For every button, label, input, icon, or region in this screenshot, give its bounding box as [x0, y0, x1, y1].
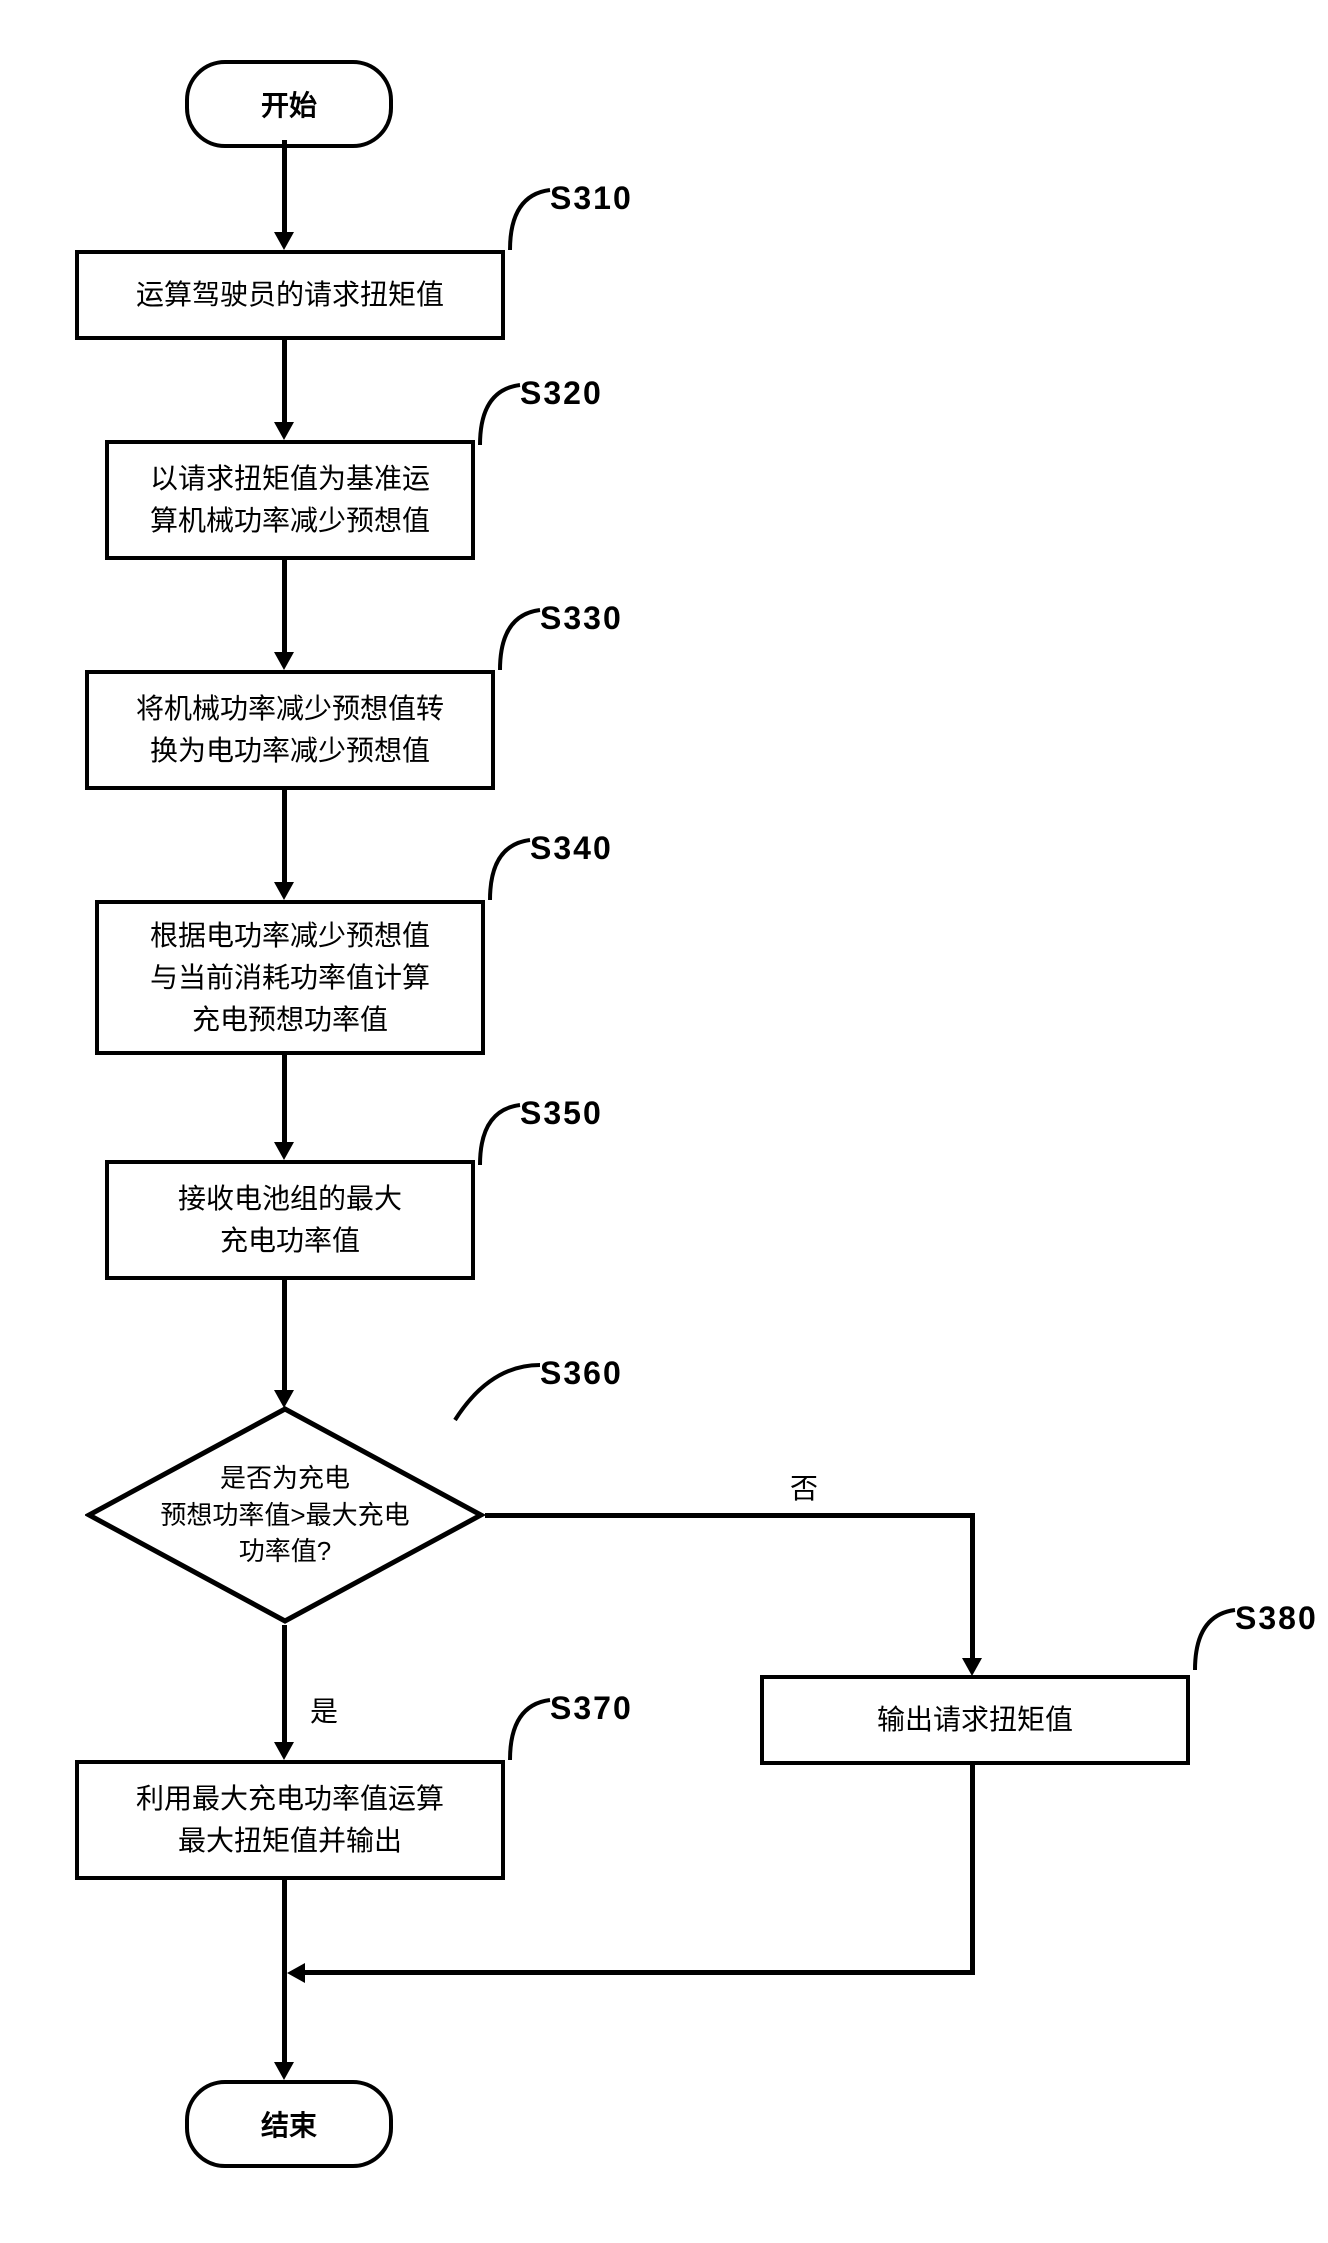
label-curve-s330	[495, 605, 545, 675]
step-s350-text: 接收电池组的最大 充电功率值	[178, 1178, 402, 1262]
label-curve-s360	[450, 1360, 545, 1430]
label-curve-s320	[475, 380, 525, 450]
arrow-head	[274, 1142, 294, 1160]
arrow	[282, 340, 287, 422]
arrow-head	[274, 882, 294, 900]
arrow-head	[962, 1658, 982, 1676]
label-s360: S360	[540, 1355, 623, 1392]
arrow	[282, 140, 287, 232]
arrow	[485, 1513, 975, 1518]
arrow	[970, 1765, 975, 1975]
label-curve-s310	[505, 185, 555, 255]
step-s340-text: 根据电功率减少预想值 与当前消耗功率值计算 充电预想功率值	[150, 915, 430, 1041]
arrow	[970, 1513, 975, 1658]
step-s320-text: 以请求扭矩值为基准运 算机械功率减少预想值	[150, 458, 430, 542]
terminal-end: 结束	[185, 2080, 393, 2168]
step-s310: 运算驾驶员的请求扭矩值	[75, 250, 505, 340]
arrow-head	[274, 232, 294, 250]
arrow	[282, 1625, 287, 1742]
step-s380-text: 输出请求扭矩值	[877, 1699, 1073, 1741]
label-curve-s350	[475, 1100, 525, 1170]
decision-s360: 是否为充电 预想功率值>最大充电 功率值?	[85, 1405, 485, 1625]
terminal-start-text: 开始	[261, 84, 317, 124]
arrow	[305, 1970, 975, 1975]
label-s370: S370	[550, 1690, 633, 1727]
label-curve-s340	[485, 835, 535, 905]
terminal-start: 开始	[185, 60, 393, 148]
step-s340: 根据电功率减少预想值 与当前消耗功率值计算 充电预想功率值	[95, 900, 485, 1055]
step-s350: 接收电池组的最大 充电功率值	[105, 1160, 475, 1280]
arrow	[282, 790, 287, 882]
arrow	[282, 1280, 287, 1390]
label-s320: S320	[520, 375, 603, 412]
arrow-head	[274, 1742, 294, 1760]
label-s380: S380	[1235, 1600, 1318, 1637]
arrow	[282, 1055, 287, 1142]
arrow-head	[274, 422, 294, 440]
step-s380: 输出请求扭矩值	[760, 1675, 1190, 1765]
label-curve-s370	[505, 1695, 555, 1765]
branch-yes: 是	[310, 1690, 338, 1730]
arrow-head	[287, 1963, 305, 1983]
decision-s360-text: 是否为充电 预想功率值>最大充电 功率值?	[160, 1460, 409, 1569]
branch-no: 否	[790, 1467, 818, 1507]
label-s330: S330	[540, 600, 623, 637]
flowchart-container: 开始 运算驾驶员的请求扭矩值 S310 以请求扭矩值为基准运 算机械功率减少预想…	[20, 20, 1328, 2223]
step-s370: 利用最大充电功率值运算 最大扭矩值并输出	[75, 1760, 505, 1880]
arrow-head	[274, 2062, 294, 2080]
terminal-end-text: 结束	[261, 2104, 317, 2144]
step-s330: 将机械功率减少预想值转 换为电功率减少预想值	[85, 670, 495, 790]
step-s310-text: 运算驾驶员的请求扭矩值	[136, 274, 444, 316]
label-s350: S350	[520, 1095, 603, 1132]
step-s370-text: 利用最大充电功率值运算 最大扭矩值并输出	[136, 1778, 444, 1862]
step-s330-text: 将机械功率减少预想值转 换为电功率减少预想值	[136, 688, 444, 772]
arrow-head	[274, 652, 294, 670]
step-s320: 以请求扭矩值为基准运 算机械功率减少预想值	[105, 440, 475, 560]
label-s310: S310	[550, 180, 633, 217]
label-curve-s380	[1190, 1605, 1240, 1675]
arrow	[282, 560, 287, 652]
label-s340: S340	[530, 830, 613, 867]
